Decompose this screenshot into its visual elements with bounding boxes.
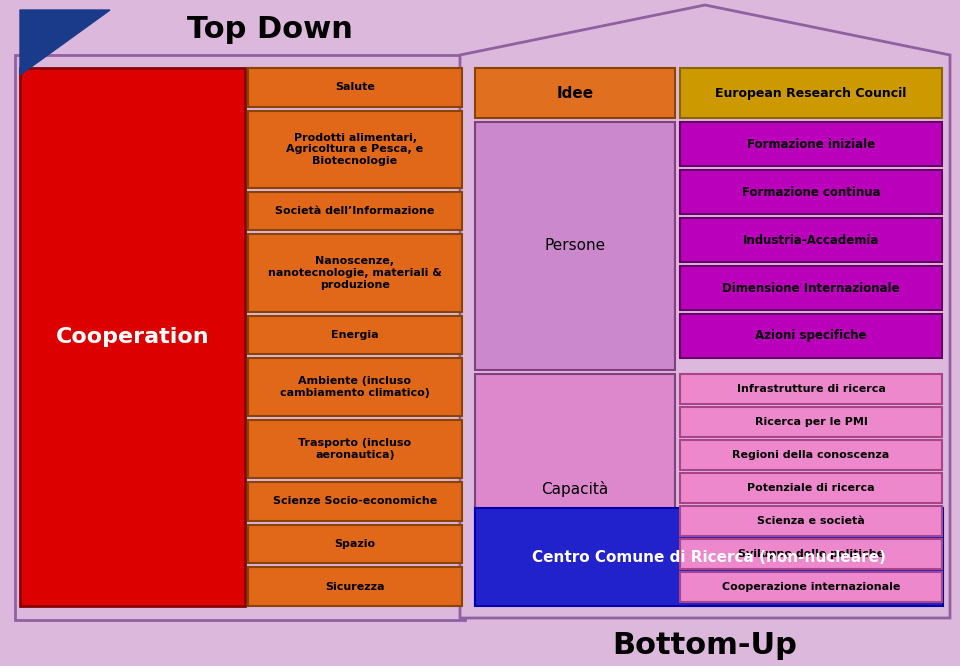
Bar (680, 314, 942, 358)
Bar (15, 55, 465, 620)
Bar (248, 358, 462, 416)
Bar (475, 122, 675, 370)
Text: Azioni specifiche: Azioni specifiche (756, 330, 867, 342)
Bar (20, 68, 245, 606)
Text: Nanoscenze,
nanotecnologie, materiali &
produzione: Nanoscenze, nanotecnologie, materiali & … (268, 256, 442, 290)
Bar (248, 567, 462, 606)
Bar (248, 234, 462, 312)
Polygon shape (20, 10, 110, 75)
Text: Top Down: Top Down (187, 15, 353, 45)
Text: Salute: Salute (335, 83, 375, 93)
Text: Industria-Accademia: Industria-Accademia (743, 234, 879, 246)
Text: Spazio: Spazio (334, 539, 375, 549)
Text: Dimensione Internazionale: Dimensione Internazionale (722, 282, 900, 294)
Text: Infrastrutture di ricerca: Infrastrutture di ricerca (736, 384, 885, 394)
Bar (680, 122, 942, 166)
Text: Capacità: Capacità (541, 481, 609, 497)
Text: Sviluppo delle politiche: Sviluppo delle politiche (738, 549, 884, 559)
Polygon shape (460, 5, 950, 618)
Bar (248, 525, 462, 563)
Text: Prodotti alimentari,
Agricoltura e Pesca, e
Biotecnologie: Prodotti alimentari, Agricoltura e Pesca… (286, 133, 423, 166)
Text: Bottom-Up: Bottom-Up (612, 631, 798, 659)
Text: European Research Council: European Research Council (715, 87, 906, 99)
Text: Cooperation: Cooperation (56, 327, 209, 347)
Bar (680, 539, 942, 569)
Text: Sicurezza: Sicurezza (325, 581, 385, 591)
Bar (680, 170, 942, 214)
Text: Potenziale di ricerca: Potenziale di ricerca (747, 483, 875, 493)
Bar (680, 572, 942, 602)
Bar (680, 506, 942, 536)
Bar (475, 374, 675, 604)
Bar (248, 482, 462, 521)
Bar (680, 218, 942, 262)
Bar (248, 420, 462, 478)
Text: Cooperazione internazionale: Cooperazione internazionale (722, 582, 900, 592)
Bar (248, 316, 462, 354)
Bar (680, 374, 942, 404)
Text: Centro Comune di Ricerca (non-nucleare): Centro Comune di Ricerca (non-nucleare) (532, 549, 886, 565)
Bar (680, 440, 942, 470)
Text: Scienza e società: Scienza e società (757, 516, 865, 526)
Text: Trasporto (incluso
aeronautica): Trasporto (incluso aeronautica) (299, 438, 412, 460)
Bar (680, 407, 942, 437)
Text: Persone: Persone (544, 238, 606, 254)
Bar (680, 473, 942, 503)
Text: Ricerca per le PMI: Ricerca per le PMI (755, 417, 868, 427)
Bar (475, 508, 943, 606)
Text: Società dell’Informazione: Società dell’Informazione (276, 206, 435, 216)
Text: Energia: Energia (331, 330, 379, 340)
Text: Regioni della conoscenza: Regioni della conoscenza (732, 450, 890, 460)
Bar (248, 192, 462, 230)
Text: Scienze Socio-economiche: Scienze Socio-economiche (273, 496, 437, 506)
Bar (248, 111, 462, 188)
Text: Ambiente (incluso
cambiamento climatico): Ambiente (incluso cambiamento climatico) (280, 376, 430, 398)
Bar (475, 68, 675, 118)
Bar (248, 68, 462, 107)
Text: Idee: Idee (557, 85, 593, 101)
Text: Formazione iniziale: Formazione iniziale (747, 137, 876, 151)
Bar (680, 266, 942, 310)
Bar (680, 68, 942, 118)
Text: Formazione continua: Formazione continua (742, 186, 880, 198)
